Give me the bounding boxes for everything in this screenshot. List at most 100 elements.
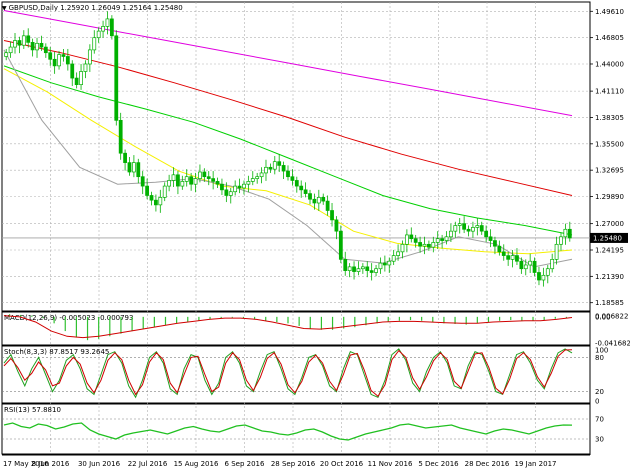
candle-body xyxy=(308,193,312,200)
candle-body xyxy=(61,54,66,57)
candle-body xyxy=(132,162,136,173)
candle-body xyxy=(440,238,444,241)
candle-body xyxy=(220,183,224,191)
candle-body xyxy=(57,54,61,67)
candle-body xyxy=(70,63,75,79)
candle-body xyxy=(382,262,387,266)
candle-body xyxy=(515,255,519,262)
candle-body xyxy=(519,260,524,270)
candle-body xyxy=(528,260,533,266)
candle-body xyxy=(523,264,528,270)
stoch-title: Stoch(8,3,3) 87.8517 93.2645 xyxy=(4,348,109,356)
candle-body xyxy=(444,236,449,241)
candle-body xyxy=(466,228,471,232)
rsi-y-tick-label: 30 xyxy=(595,436,604,444)
candle-body xyxy=(559,236,563,245)
candle-body xyxy=(338,230,343,260)
candle-body xyxy=(109,18,114,37)
candle-body xyxy=(484,230,489,238)
candle-body xyxy=(541,274,546,281)
rsi-line xyxy=(3,422,573,441)
candle-body xyxy=(114,35,119,121)
triangle-down-icon[interactable]: ▼ xyxy=(2,4,7,12)
candle-body xyxy=(347,266,352,271)
candle-body xyxy=(396,251,400,256)
candle-body xyxy=(127,162,132,173)
candle-body xyxy=(123,152,127,163)
chart-header: ▼ GBPUSD,Daily 1.25920 1.26049 1.25164 1… xyxy=(2,2,183,14)
candle-body xyxy=(52,58,57,67)
candle-body xyxy=(215,181,220,185)
ma-line-red xyxy=(3,40,573,196)
candle-body xyxy=(171,174,176,181)
candle-body xyxy=(140,176,145,187)
candle-body xyxy=(92,37,97,51)
candle-body xyxy=(312,198,317,204)
y-tick-label: 1.18585 xyxy=(595,299,624,307)
candle-body xyxy=(105,18,110,27)
candle-body xyxy=(202,171,207,178)
candle-body xyxy=(330,210,334,221)
candle-body xyxy=(242,183,246,189)
y-tick-label: 1.41110 xyxy=(595,88,624,96)
candle-body xyxy=(101,26,105,32)
y-tick-label: 1.32695 xyxy=(595,167,624,175)
x-tick-label: 15 Aug 2016 xyxy=(174,460,219,468)
candle-body xyxy=(352,266,356,272)
candle-body xyxy=(378,262,383,270)
candle-body xyxy=(550,258,555,270)
macd-signal-line xyxy=(3,315,573,339)
x-tick-label: 28 Dec 2016 xyxy=(465,460,510,468)
candle-body xyxy=(118,119,123,154)
candle-body xyxy=(374,268,378,273)
candle-body xyxy=(462,223,467,230)
stoch-main-line xyxy=(3,348,573,399)
candle-body xyxy=(87,49,92,65)
x-tick-label: 8 Jun 2016 xyxy=(32,460,70,468)
candle-body xyxy=(325,200,330,211)
candle-body xyxy=(563,228,568,238)
candle-body xyxy=(17,40,22,46)
candle-body xyxy=(431,242,436,248)
candle-body xyxy=(211,178,216,182)
stoch-signal-line xyxy=(3,349,573,397)
candle-body xyxy=(537,272,541,281)
candle-body xyxy=(457,223,462,226)
candle-body xyxy=(83,63,88,72)
candle-body xyxy=(387,260,392,266)
candle-body xyxy=(228,191,233,196)
candle-body xyxy=(479,225,484,232)
candle-body xyxy=(453,225,458,232)
x-tick-label: 20 Oct 2016 xyxy=(320,460,364,468)
x-tick-label: 6 Sep 2016 xyxy=(225,460,265,468)
candle-body xyxy=(149,195,154,201)
current-price-label: 1.25480 xyxy=(593,234,622,242)
candle-body xyxy=(281,165,286,172)
candle-body xyxy=(501,251,506,256)
x-tick-label: 17 May 2016 xyxy=(3,460,49,468)
candle-body xyxy=(427,243,431,248)
candle-body xyxy=(79,71,83,86)
stoch-y-tick-label: 0 xyxy=(595,398,599,406)
candle-body xyxy=(360,266,365,270)
candle-body xyxy=(299,185,304,191)
y-tick-label: 1.38305 xyxy=(595,114,624,122)
candle-body xyxy=(145,185,149,196)
y-tick-label: 1.27000 xyxy=(595,220,624,228)
rsi-y-tick-label: 70 xyxy=(595,416,604,424)
candle-body xyxy=(158,197,163,206)
ma-line-gray xyxy=(3,49,573,268)
candle-body xyxy=(369,270,374,273)
candle-body xyxy=(343,258,348,271)
candle-body xyxy=(255,176,260,179)
candle-body xyxy=(471,227,475,232)
x-tick-label: 22 Jul 2016 xyxy=(128,460,168,468)
candle-body xyxy=(290,176,295,181)
candle-body xyxy=(193,178,198,185)
candle-body xyxy=(233,185,238,193)
candle-body xyxy=(167,180,172,187)
candle-body xyxy=(365,266,370,271)
candle-body xyxy=(35,42,39,51)
y-tick-label: 1.21390 xyxy=(595,273,624,281)
